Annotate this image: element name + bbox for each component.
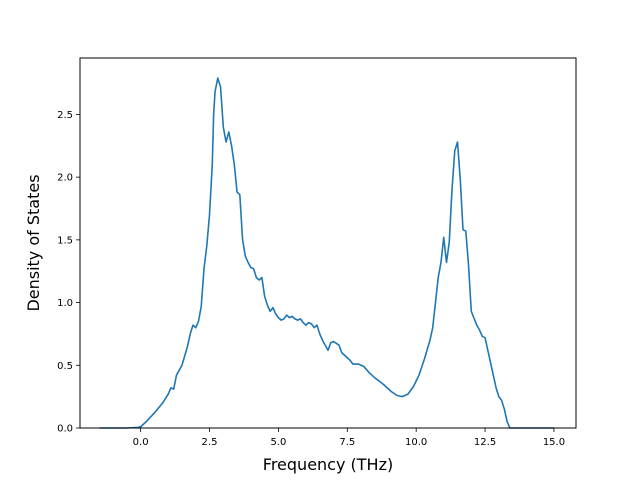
y-axis-label: Density of States [24,174,43,311]
y-tick-label: 1.5 [57,235,73,246]
y-tick-label: 0.0 [57,424,73,435]
plot-line-layer [99,77,554,429]
y-tick-label: 2.0 [57,173,73,184]
x-tick-label: 0.0 [133,437,149,448]
y-tick-label: 1.0 [57,298,73,309]
x-axis-ticks: 0.0 2.5 5.0 7.5 10.0 12.5 15.0 [133,428,565,448]
x-tick-label: 2.5 [202,437,218,448]
x-tick-label: 15.0 [543,437,565,448]
x-tick-label: 5.0 [270,437,286,448]
x-axis-label: Frequency (THz) [263,455,393,474]
x-tick-label: 10.0 [405,437,427,448]
y-axis-ticks: 0.0 0.5 1.0 1.5 2.0 2.5 [57,110,80,435]
dos-series-line-0 [99,77,554,429]
x-tick-label: 12.5 [474,437,496,448]
y-tick-label: 0.5 [57,361,73,372]
x-tick-label: 7.5 [339,437,355,448]
y-tick-label: 2.5 [57,110,73,121]
plot-frame [79,57,577,429]
